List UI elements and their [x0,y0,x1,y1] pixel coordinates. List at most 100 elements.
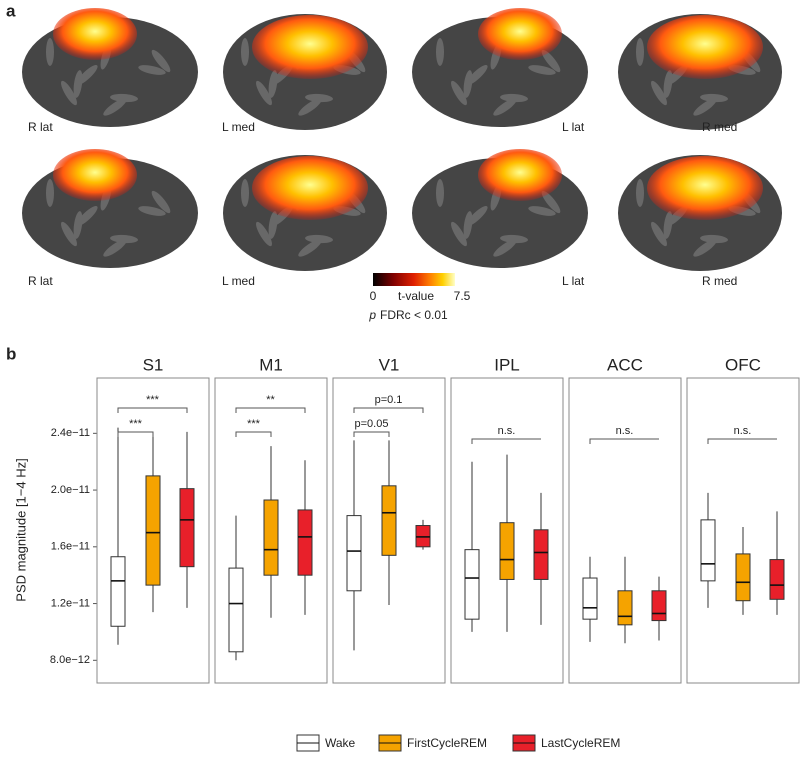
y-tick-label: 8.0e−12 [50,654,90,666]
legend-label: LastCycleREM [541,736,620,750]
activation [647,156,763,220]
comparison-bracket [353,431,390,437]
brain-texture [451,80,467,106]
comparison-label: p=0.05 [355,418,389,430]
brain-texture [541,49,561,73]
brain-texture [651,80,667,106]
activation [53,149,137,201]
brain-texture [61,221,77,247]
brain-texture [500,93,528,103]
facet-frame [214,377,328,684]
comparison-label: *** [129,418,143,430]
box [464,549,480,620]
comparison-bracket [471,438,541,444]
brain-texture [693,239,717,257]
comparison-bracket [353,407,424,413]
panel-label: a [6,1,16,20]
brain-texture [268,211,278,239]
brain-texture [500,234,528,244]
brain-texture [103,98,127,116]
colorbar-min: 0 [370,289,377,303]
comparison-label: p=0.1 [375,394,403,406]
box [533,529,549,580]
brain-texture [700,93,728,103]
y-tick-label: 1.6e−11 [51,541,90,553]
box [617,590,633,626]
colorbar-max: 7.5 [454,289,471,303]
comparison-bracket [707,438,777,444]
view-label: R med [702,274,737,288]
activation [53,8,137,60]
brain-texture [298,98,322,116]
brain-texture [663,70,673,98]
box [110,556,126,627]
brain-texture [493,239,517,257]
box [735,553,751,602]
brain-texture [298,239,322,257]
box [651,590,667,622]
facet-frame [332,377,446,684]
box [297,509,313,576]
box [228,567,244,653]
box [700,519,716,582]
facet-title: OFC [725,355,761,374]
legend-label: Wake [325,736,356,750]
brain-texture [138,206,166,216]
y-axis-label: PSD magnitude [1−4 Hz] [13,458,28,601]
y-tick-label: 2.0e−11 [51,484,90,496]
brain-texture [451,221,467,247]
brain-texture [73,211,83,239]
facet-frame [686,377,800,684]
view-label: L lat [562,274,585,288]
comparison-bracket [117,407,188,413]
comparison-bracket [589,438,659,444]
box [145,475,161,586]
view-label: R lat [28,120,53,134]
brain-texture [256,221,272,247]
activation [478,8,562,60]
box [346,515,362,592]
brain-texture [651,221,667,247]
brain-texture [110,234,138,244]
brain-texture [463,70,473,98]
legend-label: FirstCycleREM [407,736,487,750]
facet-frame [450,377,564,684]
brain-texture [700,234,728,244]
comparison-label: n.s. [734,425,752,437]
colorbar-title: t-value [398,289,434,303]
comparison-label: *** [146,394,160,406]
brain-texture [46,38,54,66]
view-label: R lat [28,274,53,288]
box [582,577,598,620]
threshold-symbol: p [368,308,376,322]
brain-texture [636,38,644,66]
facet-frame [96,377,210,684]
brain-texture [436,38,444,66]
activation [478,149,562,201]
view-label: R med [702,120,737,134]
view-label: L med [222,120,255,134]
activation [647,15,763,79]
facet-frame [568,377,682,684]
brain-texture [663,211,673,239]
facet-title: S1 [143,355,164,374]
view-label: L med [222,274,255,288]
comparison-bracket [117,431,154,437]
facet-title: ACC [607,355,643,374]
brain-texture [256,80,272,106]
box [179,488,195,568]
brain-texture [693,98,717,116]
comparison-label: ** [266,394,275,406]
brain-texture [241,38,249,66]
comparison-label: *** [247,418,261,430]
brain-texture [493,98,517,116]
box [263,499,279,576]
brain-texture [528,65,556,75]
brain-texture [110,93,138,103]
brain-texture [241,179,249,207]
brain-texture [73,70,83,98]
threshold-text: FDRc < 0.01 [380,308,448,322]
brain-texture [436,179,444,207]
brain-texture [46,179,54,207]
